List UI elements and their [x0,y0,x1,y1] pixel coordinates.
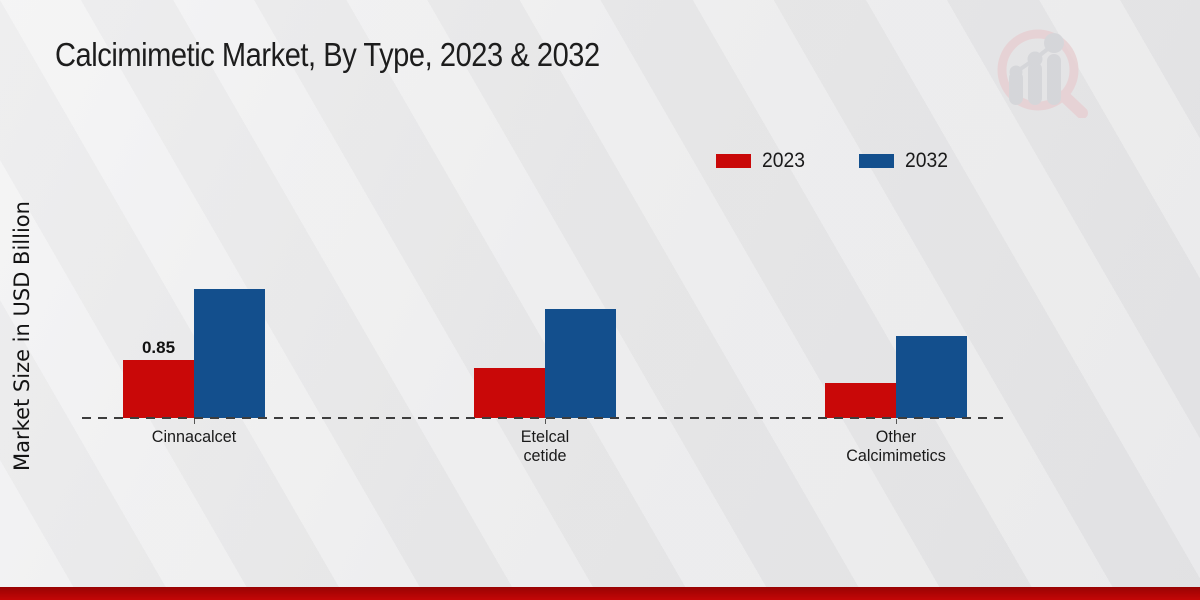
x-tick-label-etelcalcetide: Etelcal cetide [520,427,570,465]
x-tick-label-cinnacalcet: Cinnacalcet [151,427,237,446]
x-tick-label-other-calcimimetics: Other Calcimimetics [846,427,946,465]
bar-2023-etelcalcetide [474,368,545,418]
magnifier-ring [997,29,1079,111]
bar-2023-other-calcimimetics [825,383,896,418]
y-axis-label: Market Size in USD Billion [10,201,34,471]
legend-swatch-2023 [716,154,751,168]
bar-2032-etelcalcetide [545,309,616,418]
chart-title: Calcimimetic Market, By Type, 2023 & 203… [55,36,600,73]
legend: 2023 2032 [716,149,951,173]
bar-chart-magnifier-watermark-icon [997,29,1088,118]
x-axis-tick [194,419,195,424]
legend-item-2023: 2023 [716,149,809,173]
bar-2023-cinnacalcet [123,360,194,418]
bar-2032-other-calcimimetics [896,336,967,418]
legend-label: 2032 [904,149,948,172]
bar-value-label: 0.85 [141,338,176,357]
bar-2032-cinnacalcet [194,289,265,418]
legend-swatch-2032 [858,154,894,168]
x-axis-tick [896,419,897,424]
x-axis-tick [545,419,546,424]
x-axis-baseline [82,417,1007,419]
legend-item-2032: 2032 [858,149,952,173]
legend-label: 2023 [762,149,805,172]
footer-accent-bar [0,587,1200,600]
magnifier-handle [1058,90,1088,118]
